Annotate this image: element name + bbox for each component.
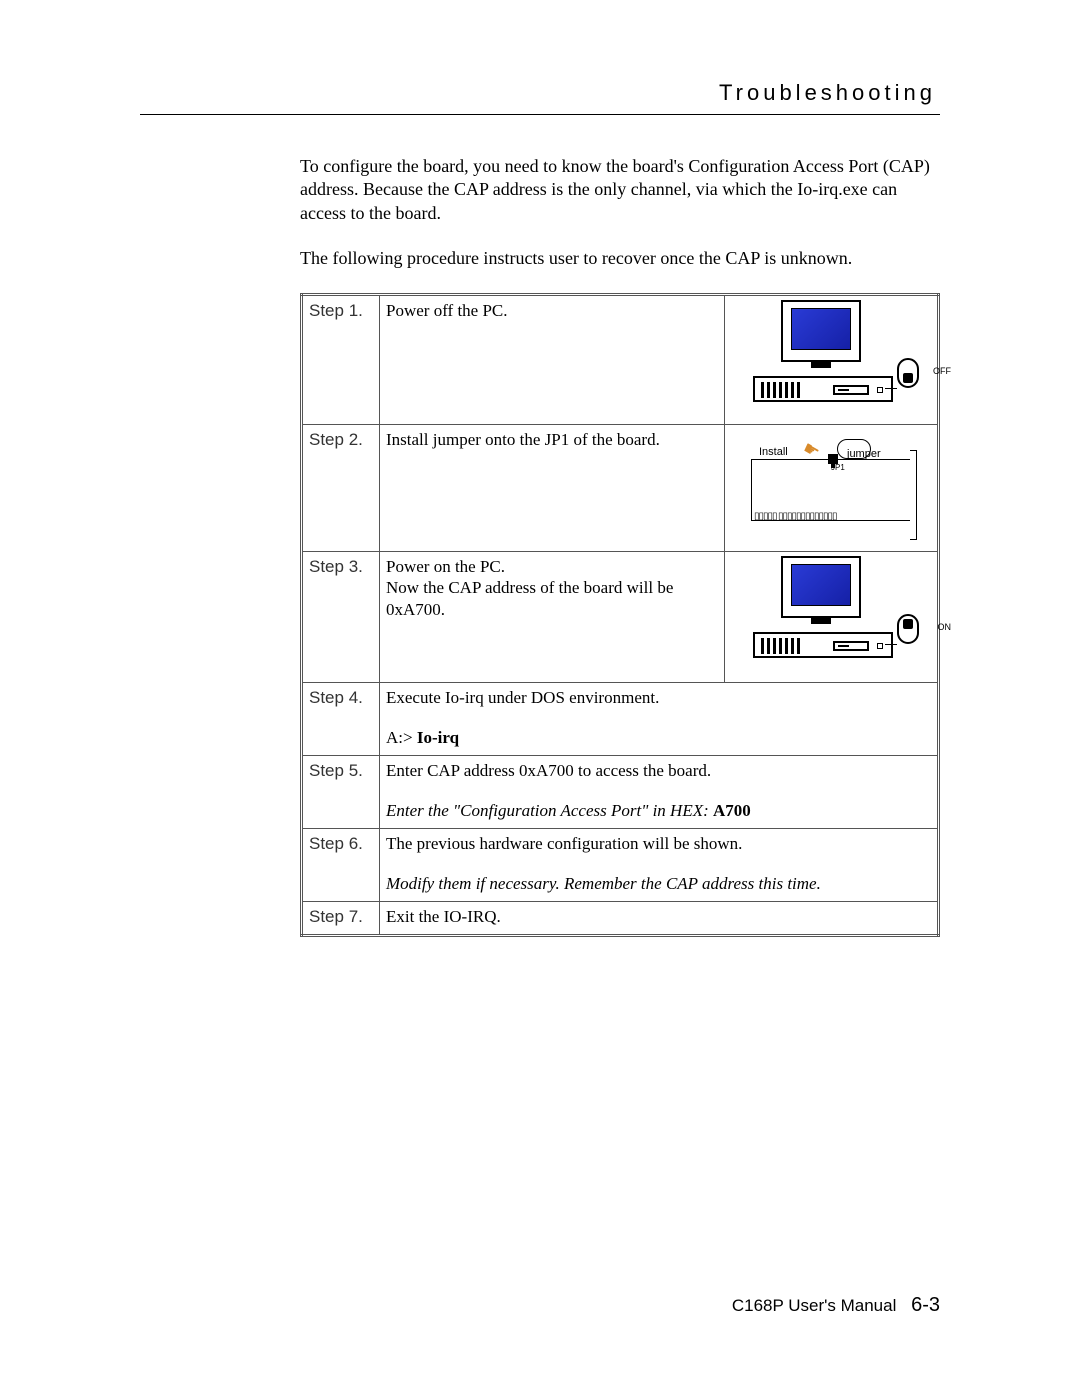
table-row: Step 1. Power off the PC. <box>302 294 939 424</box>
intro-para-1: To configure the board, you need to know… <box>300 155 940 225</box>
intro-para-2: The following procedure instructs user t… <box>300 247 940 270</box>
footer-page: 6-3 <box>911 1294 940 1316</box>
board-jumper-icon: Install ☛ jumper ▯▯▯▯▯ ▯▯▯▯▯▯▯▯▯▯▯▯▯ JP1 <box>731 429 931 539</box>
step-desc: Power off the PC. <box>380 294 725 424</box>
step-desc: The previous hardware configuration will… <box>380 829 939 902</box>
step-label: Step 4. <box>302 682 380 755</box>
step-label: Step 7. <box>302 902 380 936</box>
footer-manual: C168P User's Manual <box>732 1296 897 1315</box>
section-header: Troubleshooting <box>140 80 940 114</box>
step-desc: Enter CAP address 0xA700 to access the b… <box>380 755 939 828</box>
step-figure: ON <box>725 552 939 683</box>
step-label: Step 6. <box>302 829 380 902</box>
prompt-italic: Enter the "Configuration Access Port" in… <box>386 801 713 820</box>
step-desc: Install jumper onto the JP1 of the board… <box>380 424 725 551</box>
table-row: Step 6. The previous hardware configurat… <box>302 829 939 902</box>
prompt-bold: A700 <box>713 801 751 820</box>
step-label: Step 5. <box>302 755 380 828</box>
step-desc-text: Power off the PC. <box>386 301 508 320</box>
step-figure: Install ☛ jumper ▯▯▯▯▯ ▯▯▯▯▯▯▯▯▯▯▯▯▯ JP1 <box>725 424 939 551</box>
step-desc-text: Execute Io-irq under DOS environment. <box>386 687 931 709</box>
step-desc-text: Enter CAP address 0xA700 to access the b… <box>386 760 931 782</box>
install-label: Install <box>759 445 788 459</box>
table-row: Step 5. Enter CAP address 0xA700 to acce… <box>302 755 939 828</box>
step-label: Step 3. <box>302 552 380 683</box>
step-figure: OFF <box>725 294 939 424</box>
table-row: Step 7. Exit the IO-IRQ. <box>302 902 939 936</box>
step-desc: Power on the PC. Now the CAP address of … <box>380 552 725 683</box>
step-desc-text: The previous hardware configuration will… <box>386 833 931 855</box>
switch-on-label: ON <box>938 622 952 634</box>
pc-off-icon: OFF <box>731 300 931 410</box>
step-desc: Execute Io-irq under DOS environment. A:… <box>380 682 939 755</box>
table-row: Step 2. Install jumper onto the JP1 of t… <box>302 424 939 551</box>
header-rule <box>140 114 940 115</box>
steps-table: Step 1. Power off the PC. <box>300 293 940 938</box>
table-row: Step 4. Execute Io-irq under DOS environ… <box>302 682 939 755</box>
page-footer: C168P User's Manual 6-3 <box>732 1294 940 1317</box>
step-desc-line1: Power on the PC. <box>386 556 718 577</box>
step-label: Step 1. <box>302 294 380 424</box>
cmd-prefix: A:> <box>386 728 417 747</box>
pc-on-icon: ON <box>731 556 931 666</box>
step-note-italic: Modify them if necessary. Remember the C… <box>386 873 931 895</box>
jp1-label: JP1 <box>831 463 845 473</box>
content-area: To configure the board, you need to know… <box>300 155 940 937</box>
table-row: Step 3. Power on the PC. Now the CAP add… <box>302 552 939 683</box>
cmd-bold: Io-irq <box>417 728 459 747</box>
step-label: Step 2. <box>302 424 380 551</box>
switch-off-label: OFF <box>933 366 951 378</box>
step-desc-text: Install jumper onto the JP1 of the board… <box>386 430 660 449</box>
step-desc-line2: Now the CAP address of the board will be… <box>386 577 718 620</box>
step-desc: Exit the IO-IRQ. <box>380 902 939 936</box>
